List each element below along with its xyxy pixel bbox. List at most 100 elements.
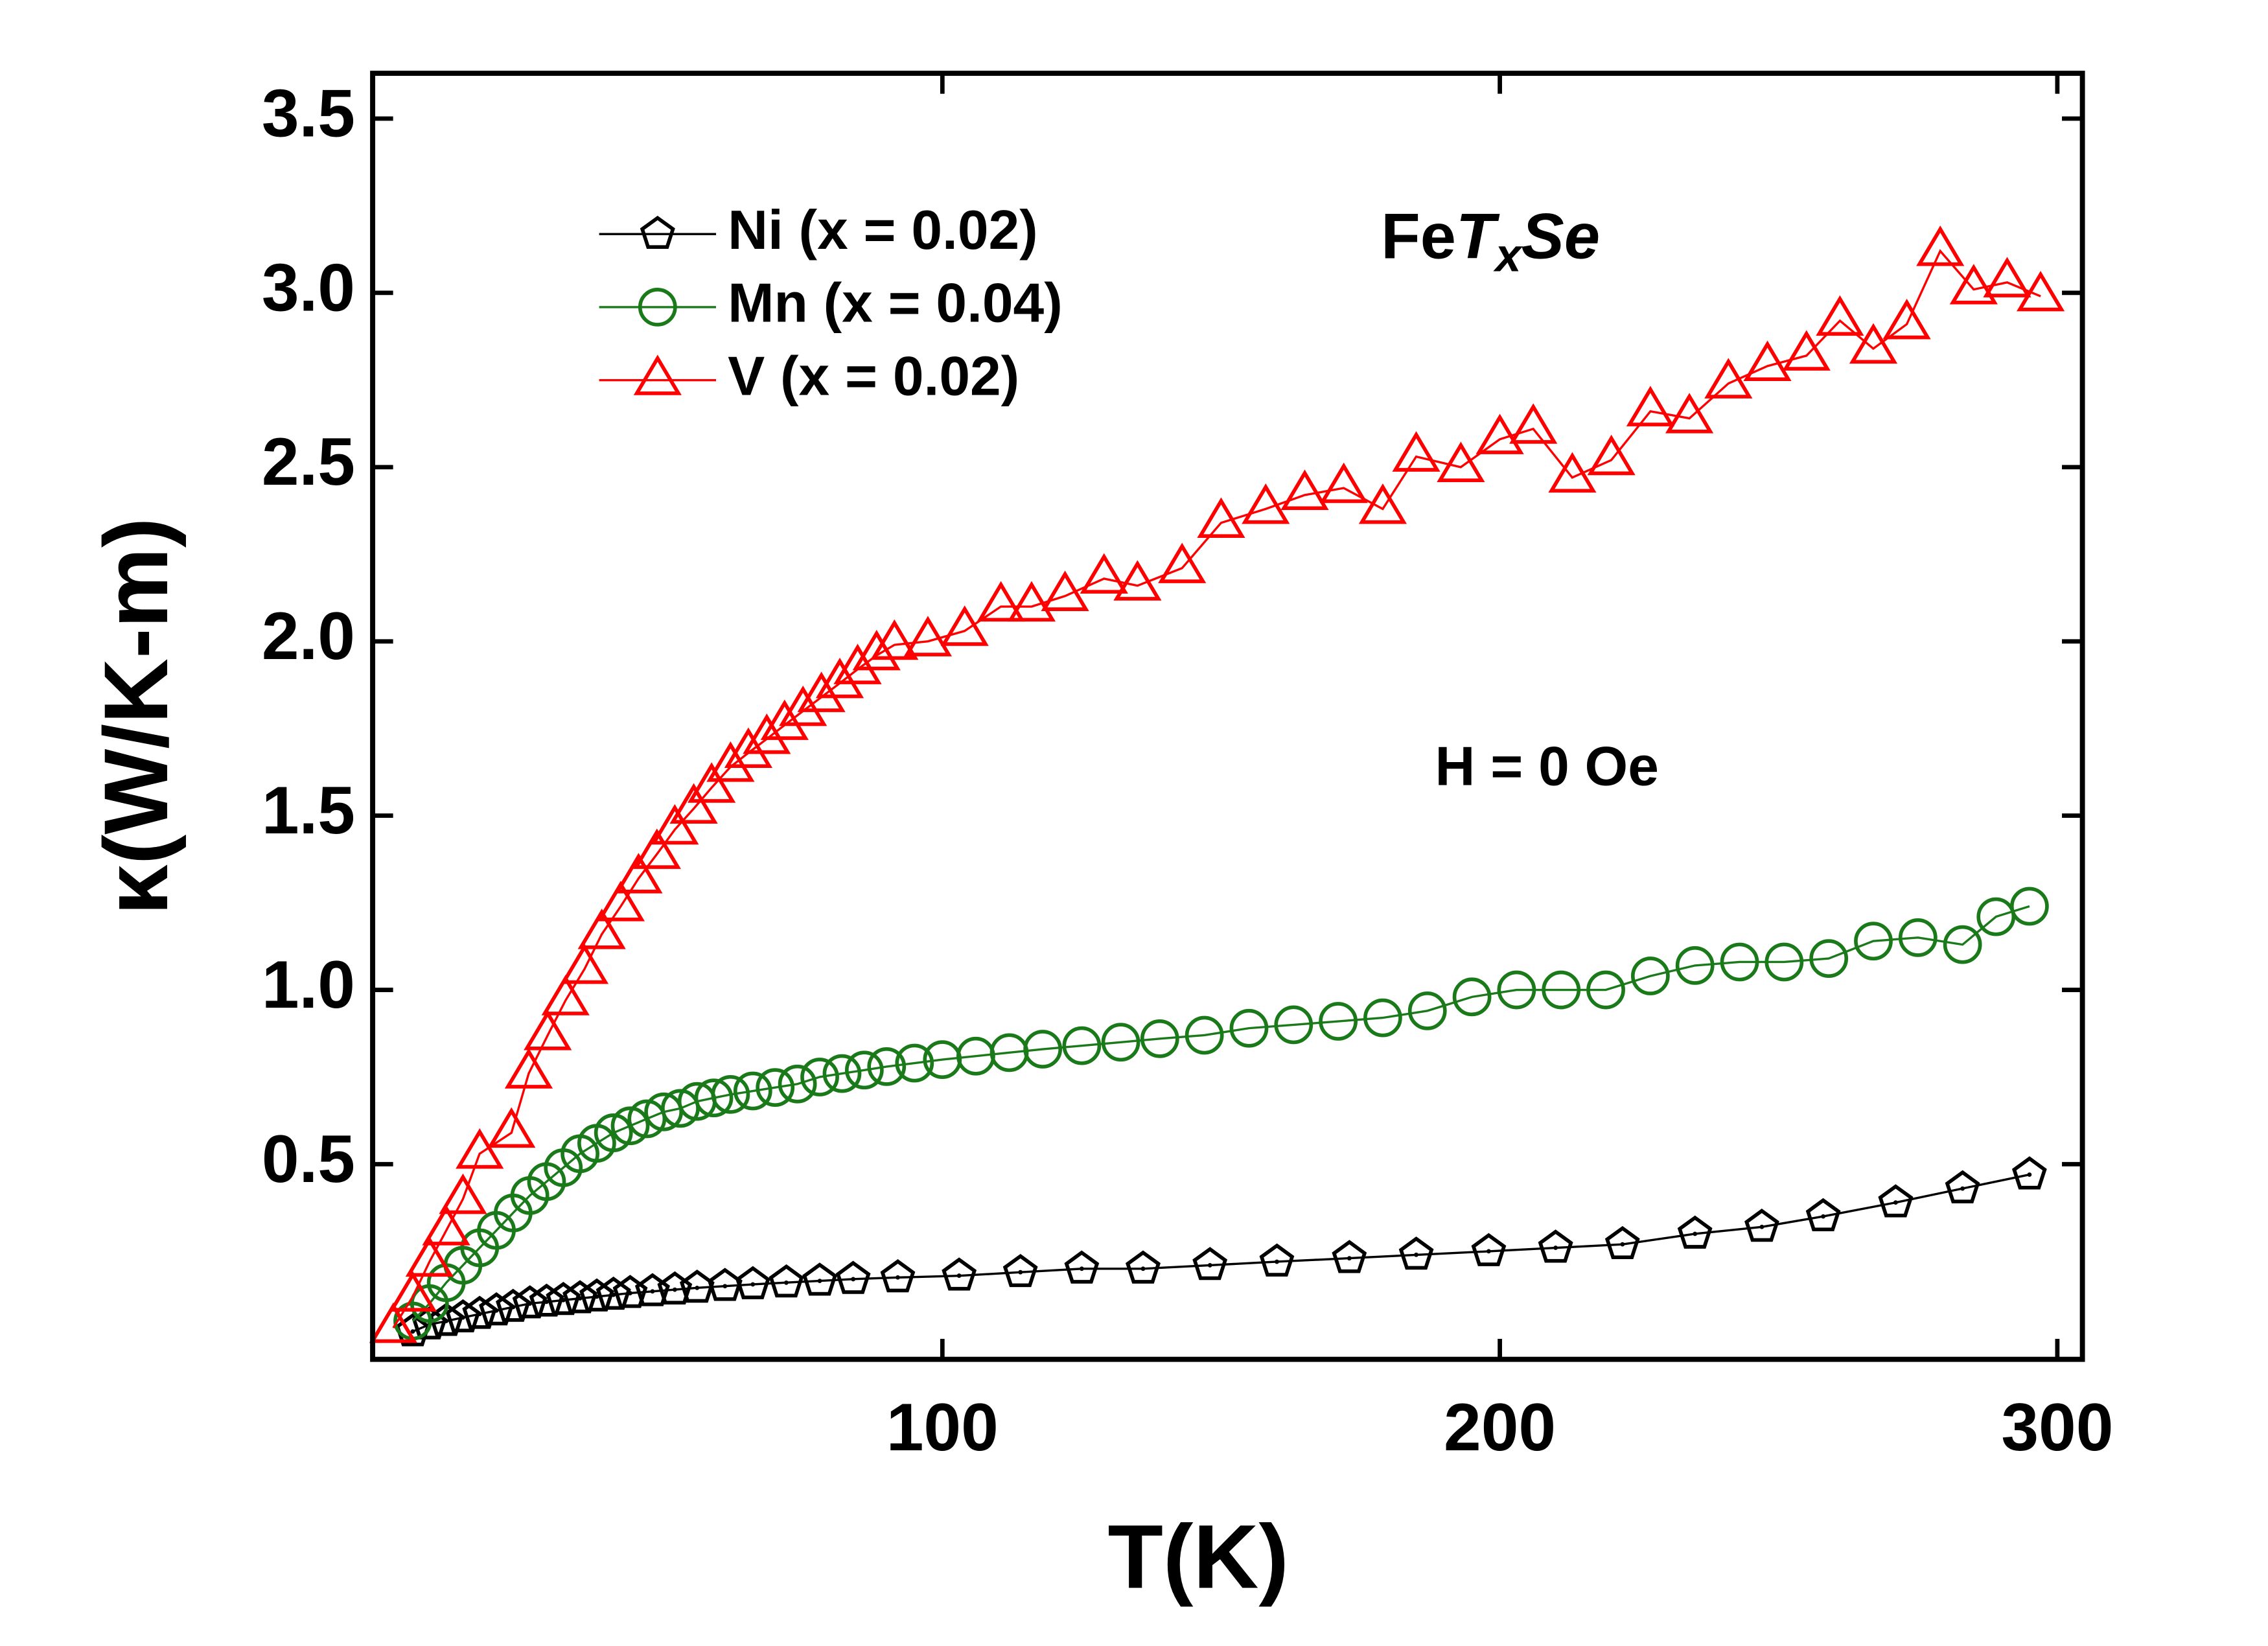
marker-dot bbox=[1079, 1266, 1084, 1271]
marker bbox=[870, 619, 919, 660]
marker-dot bbox=[544, 1299, 549, 1304]
marker bbox=[577, 909, 626, 949]
marker-dot bbox=[1553, 1246, 1558, 1250]
marker bbox=[1587, 434, 1636, 476]
marker-dot bbox=[1620, 1242, 1625, 1247]
marker-dot bbox=[611, 1292, 616, 1297]
legend-label: V (x = 0.02) bbox=[728, 345, 1019, 407]
marker-dot bbox=[1960, 1186, 1965, 1191]
marker bbox=[706, 741, 755, 782]
marker-dot bbox=[477, 1312, 482, 1317]
marker bbox=[462, 1295, 498, 1329]
y-axis-label: κ(W/K-m) bbox=[85, 518, 187, 916]
marker bbox=[797, 671, 846, 712]
marker bbox=[1437, 441, 1485, 482]
marker bbox=[1041, 570, 1089, 611]
marker bbox=[940, 605, 989, 646]
marker bbox=[1363, 998, 1402, 1037]
marker bbox=[1849, 323, 1898, 364]
marker bbox=[942, 1257, 977, 1291]
marker bbox=[1765, 942, 1804, 982]
marker bbox=[1242, 483, 1290, 524]
marker-dot bbox=[650, 1289, 655, 1294]
marker bbox=[760, 699, 809, 740]
marker-dot bbox=[527, 1301, 533, 1306]
marker-dot bbox=[896, 1275, 900, 1280]
marker-dot bbox=[817, 1279, 822, 1284]
marker bbox=[445, 1299, 481, 1333]
marker bbox=[852, 629, 901, 671]
marker bbox=[735, 1266, 770, 1299]
plot-frame bbox=[370, 71, 2085, 1362]
marker bbox=[479, 1292, 515, 1326]
marker-dot bbox=[561, 1297, 566, 1303]
marker bbox=[1665, 393, 1714, 434]
legend-label: Mn (x = 0.04) bbox=[728, 272, 1063, 334]
marker bbox=[541, 975, 590, 1015]
marker bbox=[1398, 1236, 1434, 1270]
marker bbox=[1945, 1170, 1980, 1203]
marker bbox=[1816, 295, 1864, 336]
marker bbox=[1509, 403, 1558, 444]
marker bbox=[1229, 1008, 1269, 1048]
marker-dot bbox=[1414, 1252, 1418, 1257]
marker bbox=[633, 354, 682, 395]
marker-dot bbox=[1275, 1259, 1279, 1264]
marker bbox=[612, 1275, 648, 1308]
marker bbox=[822, 1054, 862, 1093]
marker bbox=[895, 1043, 934, 1083]
marker-dot bbox=[594, 1294, 599, 1299]
marker-dot bbox=[672, 1287, 677, 1292]
marker-dot bbox=[1018, 1269, 1023, 1275]
marker bbox=[496, 1288, 531, 1322]
formula-part: T bbox=[1456, 201, 1500, 273]
marker bbox=[1062, 1026, 1102, 1065]
marker bbox=[2009, 887, 2049, 926]
marker bbox=[724, 727, 772, 768]
marker bbox=[1542, 970, 1581, 1010]
marker bbox=[1197, 497, 1245, 539]
series-line bbox=[412, 1173, 2030, 1333]
marker bbox=[1744, 1209, 1779, 1242]
marker-dot bbox=[750, 1282, 756, 1287]
marker bbox=[800, 1058, 839, 1096]
marker-dot bbox=[1207, 1263, 1212, 1268]
marker bbox=[1854, 922, 1893, 961]
marker bbox=[562, 1280, 598, 1314]
y-tick-label: 3.0 bbox=[262, 249, 355, 325]
y-tick-label: 0.5 bbox=[262, 1121, 355, 1196]
marker bbox=[688, 762, 736, 803]
marker-dot bbox=[1693, 1231, 1698, 1236]
y-tick-label: 1.0 bbox=[262, 947, 355, 1022]
marker bbox=[835, 1260, 871, 1294]
marker bbox=[1007, 581, 1056, 622]
marker bbox=[1113, 560, 1162, 601]
marker bbox=[769, 1264, 804, 1298]
marker-dot bbox=[628, 1291, 632, 1295]
formula-part: Fe bbox=[1381, 201, 1456, 273]
marker bbox=[1140, 1019, 1179, 1058]
marker bbox=[596, 881, 645, 922]
marker bbox=[1943, 925, 1982, 964]
marker-dot bbox=[956, 1273, 962, 1278]
marker bbox=[405, 1236, 454, 1277]
marker bbox=[594, 1113, 633, 1152]
marker bbox=[756, 1068, 795, 1107]
marker bbox=[640, 215, 675, 249]
marker-dot bbox=[2027, 1172, 2032, 1177]
x-tick-label: 200 bbox=[1444, 1389, 1556, 1465]
marker bbox=[1898, 918, 1938, 957]
marker bbox=[903, 616, 953, 656]
marker bbox=[1782, 330, 1831, 371]
y-tick-label: 2.5 bbox=[262, 424, 355, 499]
marker-dot bbox=[851, 1277, 856, 1282]
marker bbox=[1158, 542, 1207, 583]
y-tick-label: 3.5 bbox=[262, 75, 355, 150]
legend-label: Ni (x = 0.02) bbox=[728, 199, 1038, 261]
marker bbox=[867, 1047, 907, 1086]
marker bbox=[1630, 956, 1670, 995]
marker bbox=[512, 1285, 548, 1319]
x-tick-label: 300 bbox=[2001, 1389, 2113, 1465]
marker-dot bbox=[511, 1304, 516, 1310]
marker-dot bbox=[1893, 1200, 1898, 1205]
